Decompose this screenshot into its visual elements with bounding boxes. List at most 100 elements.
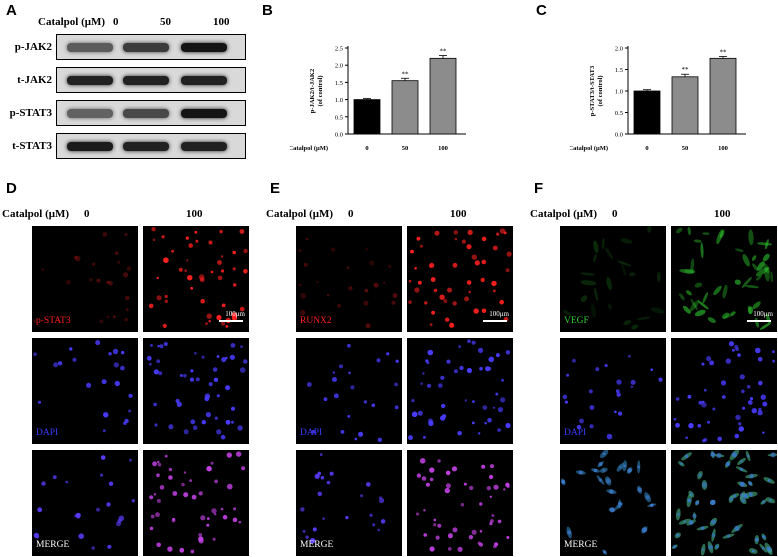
x-axis-label: Catalpol (μM) <box>290 145 328 152</box>
western-blot-panel: p-JAK2 t-JAK2 p-STAT3 t-STAT3 <box>0 34 250 164</box>
merge-label: MERGE <box>300 540 334 550</box>
bar <box>429 57 457 135</box>
significance-label: ** <box>440 48 448 56</box>
y-tick-label: 1.0 <box>335 97 343 104</box>
micrograph-merge <box>407 450 513 556</box>
merge-label: MERGE <box>564 540 598 550</box>
blot-band <box>181 142 227 151</box>
dose-label: 100 <box>714 208 731 220</box>
blot-band <box>123 43 169 52</box>
blot-label-p-stat3: p-STAT3 <box>9 107 52 119</box>
panel-label-f: F <box>534 180 544 197</box>
bar <box>709 57 737 135</box>
wb-dose-50: 50 <box>160 16 171 28</box>
y-tick-label: 1.5 <box>335 80 343 87</box>
dapi-label: DAPI <box>564 428 587 438</box>
dose-label: 0 <box>348 208 354 220</box>
x-axis-label: Catalpol (μM) <box>570 145 608 152</box>
blot-band <box>123 109 169 118</box>
significance-label: ** <box>682 66 690 74</box>
bar <box>353 99 381 135</box>
micrograph-marker: p-STAT3 <box>32 226 138 332</box>
micrograph-dapi: DAPI <box>560 338 666 444</box>
y-tick-label: 0.0 <box>335 132 343 139</box>
scale-bar <box>747 320 771 322</box>
panel-label-d: D <box>6 180 17 197</box>
micrograph-merge <box>671 450 777 556</box>
treatment-label: Catalpol (μM) <box>266 208 334 220</box>
micrograph-marker: 100μm <box>407 226 513 332</box>
x-tick-label: 100 <box>718 145 728 152</box>
marker-label: p-STAT3 <box>36 316 71 326</box>
panel-label-a: A <box>6 2 17 19</box>
y-tick-label: 2.0 <box>615 46 623 53</box>
merge-label: MERGE <box>36 540 70 550</box>
blot-strip-p-stat3 <box>56 100 246 126</box>
significance-label: ** <box>720 49 728 57</box>
blot-band <box>181 109 227 118</box>
treatment-label: Catalpol (μM) <box>530 208 598 220</box>
y-tick-label: 2.5 <box>335 46 343 53</box>
chart-b: 0.0 0.5 1.0 1.5 2.0 2.5 0 ** 50 ** 100 Catalpol (μM… <box>290 46 466 152</box>
panel-label-c: C <box>536 2 547 19</box>
blot-band <box>123 142 169 151</box>
significance-label: ** <box>402 70 410 78</box>
y-axis-label: p-STAT3/t-STAT3 <box>589 65 596 116</box>
scale-bar-label: 100μm <box>489 310 509 318</box>
micrograph-dapi <box>143 338 249 444</box>
blot-strip-t-jak2 <box>56 67 246 93</box>
treatment-label: Catalpol (μM) <box>2 208 70 220</box>
micrograph-marker: VEGF <box>560 226 666 332</box>
y-tick-label: 1.0 <box>615 89 623 96</box>
marker-label: RUNX2 <box>300 316 332 326</box>
y-axis-label-sub: (of control) <box>597 75 604 106</box>
micrograph-dapi: DAPI <box>296 338 402 444</box>
bar <box>671 76 699 135</box>
micrograph-merge: MERGE <box>296 450 402 556</box>
blot-band <box>123 76 169 85</box>
bar <box>633 90 661 135</box>
marker-label: VEGF <box>564 316 589 326</box>
chart-c: 0.0 0.5 1.0 1.5 2.0 0 ** 50 ** 100 Catalpol (μM) p-… <box>570 46 746 152</box>
y-tick-label: 1.5 <box>615 67 623 74</box>
micrograph-merge: MERGE <box>560 450 666 556</box>
panel-label-b: B <box>262 2 273 19</box>
micrograph-dapi: DAPI <box>32 338 138 444</box>
micrograph-merge <box>143 450 249 556</box>
blot-band <box>67 109 113 118</box>
wb-dose-0: 0 <box>113 16 119 28</box>
x-tick-label: 100 <box>438 145 448 152</box>
y-tick-label: 0.5 <box>615 110 623 117</box>
blot-band <box>181 76 227 85</box>
blot-band <box>67 142 113 151</box>
scale-bar <box>483 320 507 322</box>
panel-label-e: E <box>270 180 281 197</box>
wb-treatment-label: Catalpol (μM) <box>38 16 106 28</box>
dose-label: 0 <box>612 208 618 220</box>
x-tick-label: 50 <box>402 145 409 152</box>
blot-label-p-jak2: p-JAK2 <box>14 41 52 53</box>
blot-band <box>181 43 227 52</box>
micrograph-marker: RUNX2 <box>296 226 402 332</box>
micrograph-merge: MERGE <box>32 450 138 556</box>
blot-strip-t-stat3 <box>56 133 246 159</box>
scale-bar <box>219 320 243 322</box>
y-tick-label: 2.0 <box>335 63 343 70</box>
blot-label-t-jak2: t-JAK2 <box>17 74 52 86</box>
y-axis-label-sub: (of control) <box>317 75 324 106</box>
scale-bar-label: 100μm <box>225 310 245 318</box>
y-tick-label: 0.5 <box>335 114 343 121</box>
x-tick-label: 0 <box>365 145 368 152</box>
blot-strip-p-jak2 <box>56 34 246 60</box>
micrograph-marker: 100μm <box>671 226 777 332</box>
wb-dose-100: 100 <box>213 16 230 28</box>
micrograph-dapi <box>671 338 777 444</box>
scale-bar-label: 100μm <box>753 310 773 318</box>
x-tick-label: 0 <box>645 145 648 152</box>
micrograph-marker: 100μm <box>143 226 249 332</box>
fluorescence-section: D Catalpol (μM) 0 100 p-STAT3 100μm DAPI MERGE E… <box>0 176 778 557</box>
blot-band <box>67 43 113 52</box>
dose-label: 100 <box>450 208 467 220</box>
micrograph-dapi <box>407 338 513 444</box>
blot-label-t-stat3: t-STAT3 <box>12 140 52 152</box>
